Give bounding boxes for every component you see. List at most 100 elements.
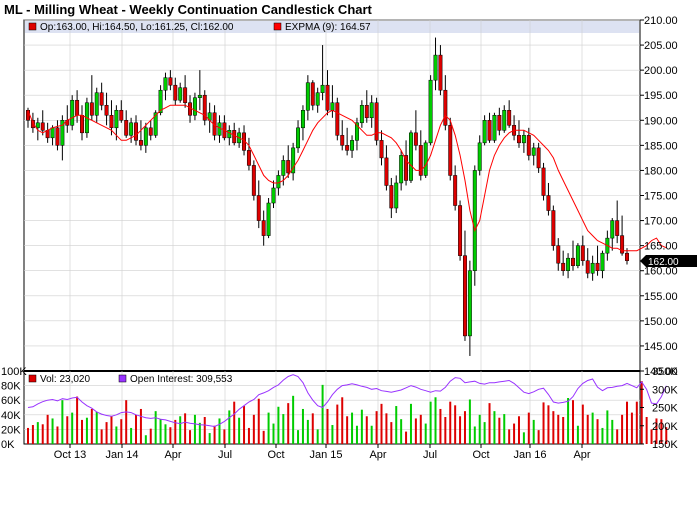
candle-up [492, 115, 497, 141]
candle-down [138, 140, 143, 146]
candle-down [55, 127, 60, 146]
oi-tick-label: 200K [652, 421, 678, 433]
candle-down [556, 245, 561, 264]
candle-down [124, 120, 129, 136]
candle-down [246, 150, 251, 166]
candle-up [129, 122, 134, 136]
ohlc-legend-swatch [28, 22, 37, 31]
candle-down [40, 122, 45, 131]
candle-down [335, 102, 340, 136]
candle-down [134, 122, 138, 141]
candle-down [517, 135, 521, 144]
candle-down [571, 257, 575, 266]
volume-y-axis: 0K 20K 40K 60K 80K 100K 150K 200K 250K 300K 350K [1, 366, 678, 451]
candle-down [541, 167, 546, 196]
volume-tick-label: 20K [1, 424, 21, 436]
volume-legend-text: Vol: 23,020 [40, 374, 90, 385]
candle-up [70, 99, 75, 126]
chart-title: ML - Milling Wheat - Weekly Continuation… [4, 2, 373, 17]
candle-down [497, 115, 502, 131]
oi-tick-label: 250K [652, 403, 678, 415]
candle-down [26, 110, 30, 121]
candle-down [30, 120, 35, 129]
price-tick-label: 195.00 [644, 90, 678, 102]
price-tick-label: 185.00 [644, 140, 678, 152]
candle-up [394, 182, 399, 209]
candle-up [359, 104, 364, 124]
price-tick-label: 190.00 [644, 115, 678, 127]
oi-tick-label: 350K [652, 366, 678, 378]
price-tick-label: 200.00 [644, 65, 678, 77]
volume-tick-label: 100K [1, 366, 27, 378]
candle-up [531, 147, 536, 156]
candle-up [423, 142, 428, 176]
candle-up [305, 82, 310, 111]
price-tick-label: 210.00 [644, 15, 678, 27]
candle-down [232, 130, 237, 144]
volume-tick-label: 60K [1, 395, 21, 407]
candle-up [433, 54, 438, 81]
candle-down [561, 262, 566, 271]
candle-down [99, 92, 104, 106]
candle-down [109, 115, 114, 129]
price-candles [26, 37, 629, 356]
candle-down [595, 262, 600, 271]
candle-up [192, 97, 197, 116]
candle-down [620, 235, 625, 254]
x-tick-label: Apr [573, 449, 590, 461]
candle-down [340, 135, 345, 146]
candle-down [251, 165, 256, 196]
candle-down [384, 157, 389, 186]
candle-up [271, 187, 276, 204]
open-interest-legend-text: Open Interest: 309,553 [130, 374, 233, 385]
candle-down [453, 175, 458, 206]
candle-up [320, 84, 325, 93]
candle-down [413, 132, 418, 146]
x-tick-label: Jan 16 [513, 449, 546, 461]
candle-down [443, 89, 448, 126]
volume-tick-label: 40K [1, 410, 21, 422]
volume-legend: Vol: 23,020 Open Interest: 309,553 [28, 374, 233, 385]
price-tick-label: 150.00 [644, 316, 678, 328]
x-tick-label: Jan 15 [309, 449, 342, 461]
price-legend: Op:163.00, Hi:164.50, Lo:161.25, Cl:162.… [28, 22, 371, 33]
price-tick-label: 205.00 [644, 40, 678, 52]
candle-down [173, 84, 178, 101]
candle-down [325, 84, 330, 111]
candle-up [610, 220, 615, 239]
candle-down [580, 245, 585, 261]
x-tick-label: Oct [267, 449, 284, 461]
candle-down [310, 82, 315, 106]
candle-up [300, 110, 305, 129]
open-interest-line [27, 374, 667, 428]
candle-down [119, 110, 124, 121]
candle-down [256, 195, 261, 221]
open-interest-legend-swatch [118, 374, 127, 383]
candle-up [521, 135, 526, 144]
candle-down [458, 205, 463, 256]
candle-down [89, 102, 94, 116]
candle-down [448, 125, 453, 176]
expma-legend-text: EXPMA (9): 164.57 [285, 22, 371, 33]
candle-down [75, 99, 80, 116]
candle-down [585, 260, 590, 274]
candle-down [546, 195, 551, 211]
candle-up [276, 175, 281, 189]
candle-up [472, 170, 477, 271]
candle-down [418, 145, 423, 176]
candle-up [217, 122, 222, 136]
price-tick-label: 170.00 [644, 216, 678, 228]
candle-down [536, 147, 541, 169]
last-price-tag-text: 162.00 [648, 257, 679, 268]
candle-down [463, 255, 467, 337]
x-tick-label: Jul [423, 449, 437, 461]
candle-down [183, 87, 188, 103]
candle-down [625, 252, 629, 261]
candle-up [330, 102, 335, 111]
candle-down [551, 210, 556, 246]
x-tick-label: Jan 14 [105, 449, 138, 461]
candle-up [114, 110, 119, 129]
expma-legend-swatch [273, 22, 282, 31]
candle-up [158, 89, 163, 114]
